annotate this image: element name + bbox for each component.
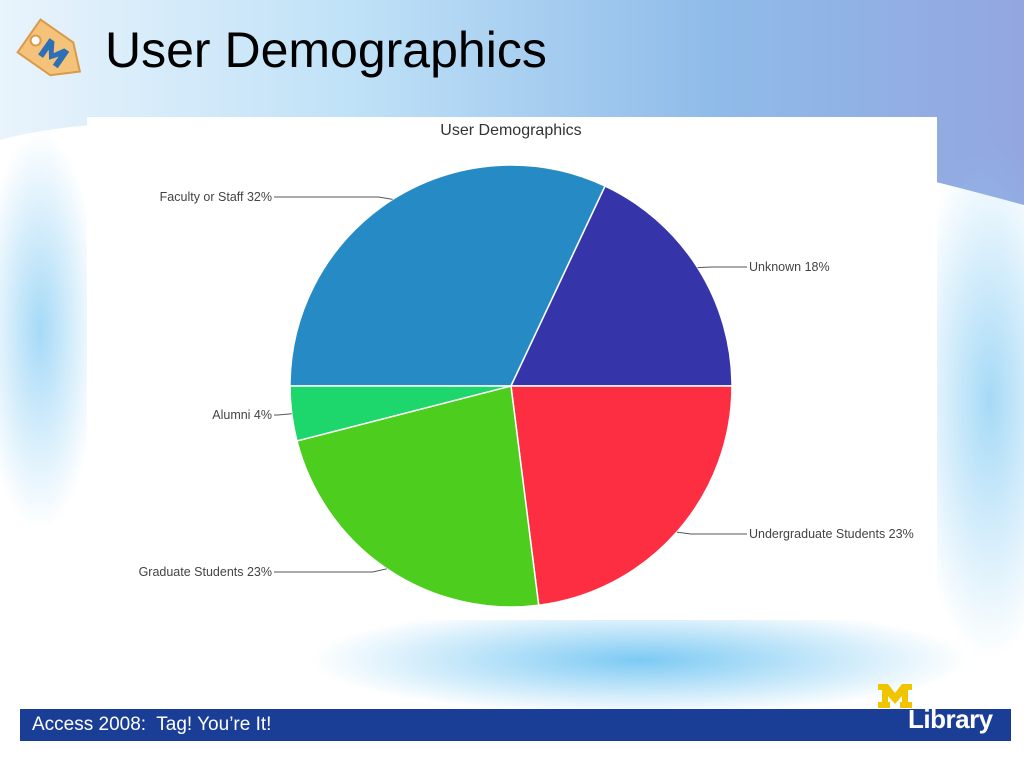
pie-chart: User Demographics Faculty or Staff 32% Un… bbox=[139, 122, 914, 608]
slice-label-undergraduate-students: Undergraduate Students 23% bbox=[749, 527, 914, 541]
slice-label-alumni: Alumni 4% bbox=[212, 408, 272, 422]
leader-line-alumni bbox=[274, 413, 292, 416]
pie-slice-unknown bbox=[509, 185, 733, 387]
chart-panel: User Demographics Faculty or Staff 32% Un… bbox=[87, 117, 937, 620]
leader-line-graduate-students bbox=[274, 568, 387, 573]
slice-label-faculty-or-staff: Faculty or Staff 32% bbox=[160, 190, 272, 204]
pie-slice-undergraduate-students bbox=[510, 385, 733, 607]
pie-slice-alumni bbox=[289, 385, 512, 442]
library-wordmark: Library bbox=[908, 704, 993, 734]
footer-bar: Access 2008: Tag! You’re It! bbox=[20, 709, 1011, 741]
pie-labels: Faculty or Staff 32% Unknown 18% Undergrad… bbox=[139, 190, 914, 579]
leader-line-faculty-or-staff bbox=[274, 196, 393, 200]
slide-title: User Demographics bbox=[105, 22, 547, 78]
slice-label-graduate-students: Graduate Students 23% bbox=[139, 565, 272, 579]
leader-line-undergraduate-students bbox=[676, 531, 747, 535]
pie-slices bbox=[289, 164, 733, 608]
block-m-icon bbox=[878, 684, 912, 708]
pie-leader-lines bbox=[274, 196, 747, 573]
chart-title: User Demographics bbox=[440, 122, 581, 139]
slice-label-unknown: Unknown 18% bbox=[749, 260, 830, 274]
university-tag-logo bbox=[16, 18, 82, 77]
leader-line-unknown bbox=[697, 266, 747, 269]
footer-text: Access 2008: Tag! You’re It! bbox=[32, 714, 272, 735]
library-logo: Library bbox=[876, 684, 996, 744]
